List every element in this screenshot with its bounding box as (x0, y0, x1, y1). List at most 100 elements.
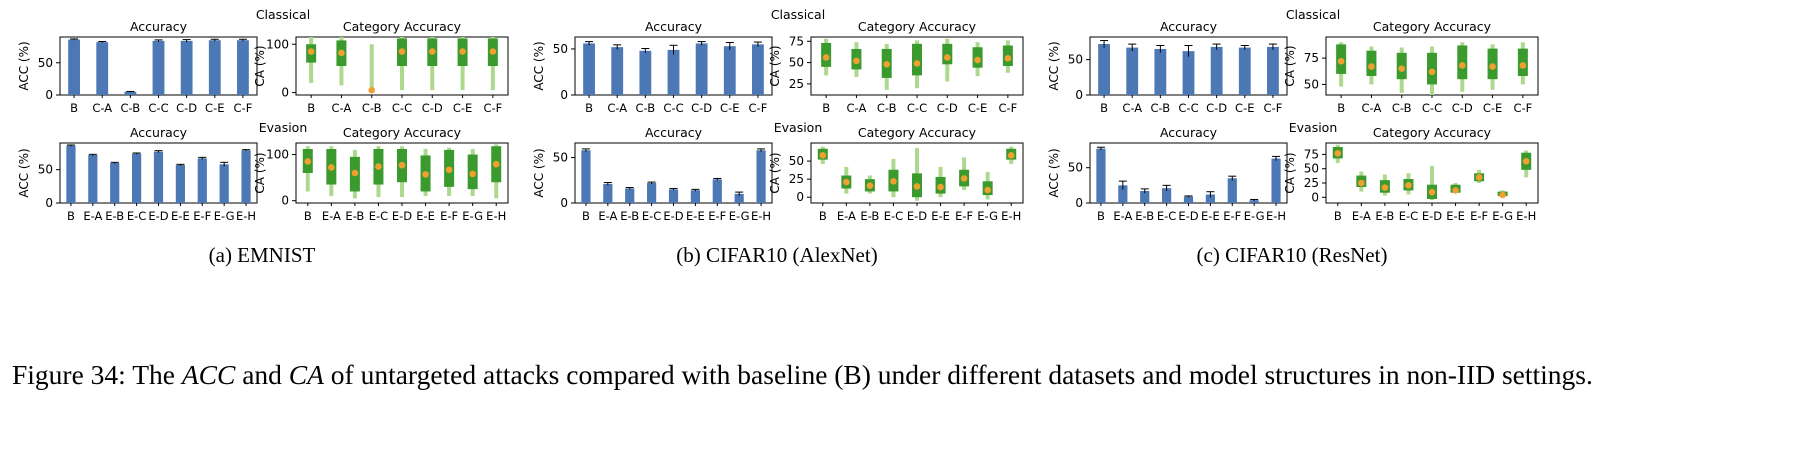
figure-caption: Figure 34: The ACC and CA of untargeted … (12, 356, 1797, 394)
bar-10-E-A (1118, 185, 1128, 203)
y-tick-label-11-1: 25 (1304, 176, 1319, 190)
y-tick-label-6-0: 0 (560, 196, 568, 210)
bar-0-C-A (96, 42, 109, 95)
plot-title-4: Accuracy (645, 19, 703, 34)
plot-title-1: Category Accuracy (343, 19, 462, 34)
ca-mean-3-E-C (375, 163, 382, 170)
x-tick-label-5-C-B: C-B (877, 101, 897, 115)
x-tick-label-7-E-A: E-A (837, 209, 856, 223)
x-tick-label-10-B: B (1097, 209, 1105, 223)
y-tick-label-11-2: 50 (1304, 162, 1319, 176)
y-axis-label-2: ACC (%) (17, 148, 31, 197)
x-tick-label-7-E-E: E-E (931, 209, 950, 223)
bar-6-E-D (668, 189, 679, 203)
y-axis-label-8: ACC (%) (1047, 41, 1061, 90)
bar-8-C-B (1154, 49, 1167, 95)
ca-mean-7-E-D (913, 183, 921, 190)
x-tick-label-8-C-D: C-D (1206, 101, 1227, 115)
x-tick-label-6-E-C: E-C (642, 209, 661, 223)
ca-mean-5-B (822, 54, 830, 61)
plot-title-7: Category Accuracy (858, 125, 977, 140)
x-tick-label-6-B: B (582, 209, 590, 223)
bar-2-E-A (88, 155, 98, 203)
bar-2-E-H (241, 150, 251, 203)
y-tick-label-9-0: 50 (1304, 77, 1319, 91)
x-tick-label-9-C-A: C-A (1362, 101, 1382, 115)
bar-6-E-E (690, 190, 700, 203)
y-axis-label-10: ACC (%) (1047, 148, 1061, 197)
ca-mean-7-E-F (960, 175, 968, 182)
x-tick-label-4-B: B (585, 101, 593, 115)
x-tick-label-0-C-C: C-C (148, 101, 168, 115)
x-tick-label-1-C-D: C-D (422, 101, 443, 115)
x-tick-label-1-C-A: C-A (332, 101, 352, 115)
y-tick-label-7-0: 0 (796, 190, 804, 204)
y-axis-label-0: ACC (%) (17, 41, 31, 90)
ca-mean-3-E-D (398, 161, 406, 169)
ca-mean-3-E-B (351, 169, 359, 177)
x-tick-label-11-E-B: E-B (1375, 209, 1394, 223)
x-tick-label-5-C-F: C-F (998, 101, 1017, 115)
bar-2-E-G (219, 164, 229, 203)
x-tick-label-8-C-A: C-A (1122, 101, 1142, 115)
x-tick-label-2-E-A: E-A (83, 209, 102, 223)
ca-mean-3-B (304, 158, 312, 165)
y-tick-label-0-0: 0 (45, 88, 53, 102)
x-tick-label-11-E-D: E-D (1422, 209, 1442, 223)
section-label-classical-2: Classical (1286, 7, 1340, 22)
y-tick-label-7-1: 25 (789, 172, 804, 186)
x-tick-label-10-E-E: E-E (1201, 209, 1220, 223)
y-tick-label-2-0: 0 (45, 196, 53, 210)
ca-mean-5-C-B (883, 60, 891, 68)
x-tick-label-4-C-F: C-F (749, 101, 768, 115)
ca-mean-9-C-A (1368, 63, 1375, 70)
bar-8-C-D (1210, 46, 1223, 95)
ca-box-5-C-C (912, 43, 922, 76)
y-axis-label-9: CA (%) (1283, 45, 1297, 86)
y-tick-label-8-0: 0 (1075, 88, 1083, 102)
ca-mean-1-C-E (459, 48, 466, 55)
x-tick-label-5-C-D: C-D (937, 101, 958, 115)
x-tick-label-9-C-F: C-F (1513, 101, 1532, 115)
x-tick-label-6-E-H: E-H (751, 209, 771, 223)
x-tick-label-3-B: B (304, 209, 312, 223)
x-tick-label-8-C-C: C-C (1178, 101, 1198, 115)
bar-2-B (66, 145, 76, 203)
x-tick-label-11-E-A: E-A (1352, 209, 1371, 223)
ca-mean-3-E-G (469, 170, 476, 178)
bar-10-E-B (1140, 191, 1150, 203)
x-tick-label-5-C-A: C-A (847, 101, 867, 115)
bar-0-C-F (237, 40, 249, 95)
x-tick-label-6-E-D: E-D (663, 209, 683, 223)
y-tick-label-6-1: 50 (553, 151, 568, 165)
bar-6-E-C (647, 183, 657, 203)
y-tick-label-4-0: 0 (560, 88, 568, 102)
x-tick-label-3-E-D: E-D (392, 209, 412, 223)
ca-mean-3-E-A (328, 164, 335, 171)
bar-6-E-H (756, 150, 766, 203)
x-tick-label-3-E-A: E-A (322, 209, 341, 223)
x-tick-label-8-C-E: C-E (1235, 101, 1254, 115)
x-tick-label-1-B: B (307, 101, 315, 115)
bar-2-E-B (110, 163, 120, 203)
bar-8-B (1098, 44, 1110, 95)
x-tick-label-10-E-A: E-A (1113, 209, 1132, 223)
caption-prefix: Figure 34: The (12, 359, 182, 390)
y-tick-label-10-1: 50 (1068, 161, 1083, 175)
bar-4-C-C (667, 49, 680, 95)
bar-0-C-D (180, 40, 193, 95)
x-tick-label-3-E-E: E-E (416, 209, 435, 223)
y-tick-label-3-0: 0 (281, 194, 289, 208)
x-tick-label-1-C-E: C-E (453, 101, 472, 115)
x-tick-label-3-E-G: E-G (462, 209, 483, 223)
plot-title-0: Accuracy (130, 19, 188, 34)
ca-mean-7-E-B (866, 182, 874, 189)
ca-mean-11-E-B (1381, 184, 1389, 191)
ca-mean-9-C-D (1458, 62, 1466, 69)
x-tick-label-10-E-C: E-C (1157, 209, 1176, 223)
y-axis-label-6: ACC (%) (532, 148, 546, 197)
ca-mean-7-E-E (937, 183, 944, 191)
x-tick-label-6-E-B: E-B (620, 209, 639, 223)
y-tick-label-5-0: 25 (789, 77, 804, 91)
x-tick-label-5-C-E: C-E (968, 101, 987, 115)
